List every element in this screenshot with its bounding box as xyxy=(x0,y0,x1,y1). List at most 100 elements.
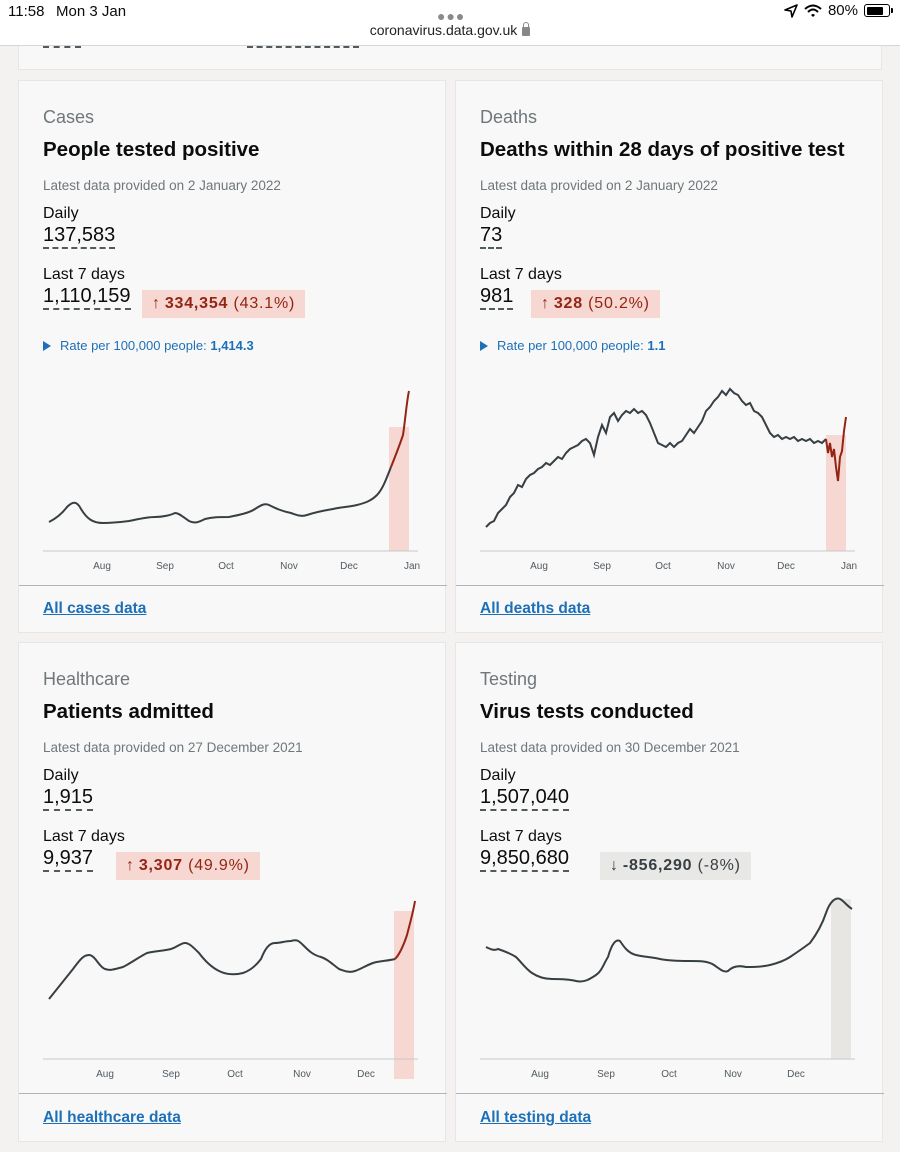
x-axis-ticks: Aug Sep Oct Nov Dec Jan xyxy=(93,561,420,572)
more-dots-icon[interactable]: ●●● xyxy=(437,8,466,24)
x-axis-ticks: Aug Sep Oct Nov Dec xyxy=(96,1069,375,1080)
tick-label: Dec xyxy=(340,561,358,572)
last-7-days-value[interactable]: 1,110,159 xyxy=(43,285,131,310)
tick-label: Oct xyxy=(218,561,234,572)
wifi-icon xyxy=(804,4,822,17)
testing-card: Testing Virus tests conducted Latest dat… xyxy=(455,642,884,1142)
battery-icon xyxy=(864,4,893,17)
latest-data-date: Latest data provided on 27 December 2021 xyxy=(43,740,303,755)
tick-label: Oct xyxy=(227,1069,243,1080)
url-text: coronavirus.data.gov.uk xyxy=(369,22,518,38)
last-7-days-value[interactable]: 981 xyxy=(480,285,514,310)
location-arrow-icon xyxy=(784,3,798,18)
card-category: Cases xyxy=(43,107,95,127)
tick-label: Nov xyxy=(717,561,735,572)
series-line xyxy=(48,466,392,525)
daily-value[interactable]: 73 xyxy=(480,224,503,249)
arrow-up-icon: ↑ xyxy=(126,857,135,874)
daily-value[interactable]: 137,583 xyxy=(43,224,116,249)
latest-data-date: Latest data provided on 2 January 2022 xyxy=(43,178,281,193)
tick-label: Nov xyxy=(724,1069,742,1080)
change-badge: ↑ 3,307 (49.9%) xyxy=(116,852,260,880)
address-bar[interactable]: coronavirus.data.gov.uk xyxy=(0,22,900,38)
change-badge: ↓ -856,290 (-8%) xyxy=(600,852,751,880)
card-category: Deaths xyxy=(480,107,538,127)
card-divider xyxy=(456,1093,884,1094)
tick-label: Jan xyxy=(404,561,420,572)
tick-label: Aug xyxy=(96,1069,114,1080)
card-title: Patients admitted xyxy=(43,700,214,723)
last-7-days-label: Last 7 days xyxy=(480,266,562,283)
tick-label: Sep xyxy=(597,1069,615,1080)
tick-label: Sep xyxy=(162,1069,180,1080)
last-7-days-label: Last 7 days xyxy=(43,828,125,845)
x-axis-ticks: Aug Sep Oct Nov Dec xyxy=(531,1069,805,1080)
change-value: 328 xyxy=(553,295,583,312)
tick-label: Jan xyxy=(841,561,857,572)
tick-label: Sep xyxy=(156,561,174,572)
tick-label: Aug xyxy=(530,561,548,572)
daily-label: Daily xyxy=(480,205,516,222)
rate-label: Rate per 100,000 people: xyxy=(60,338,207,353)
card-divider xyxy=(19,1093,447,1094)
change-badge: ↑ 334,354 (43.1%) xyxy=(142,290,306,318)
rate-label: Rate per 100,000 people: xyxy=(497,338,644,353)
series-line-highlight xyxy=(394,900,416,960)
daily-value[interactable]: 1,915 xyxy=(43,786,94,811)
expand-triangle-icon xyxy=(43,341,51,351)
all-deaths-data-link[interactable]: All deaths data xyxy=(480,600,591,617)
series-line-highlight xyxy=(390,390,410,468)
deaths-card: Deaths Deaths within 28 days of positive… xyxy=(455,80,884,633)
all-cases-data-link[interactable]: All cases data xyxy=(43,600,147,617)
tick-label: Nov xyxy=(280,561,298,572)
last-7-days-value[interactable]: 9,850,680 xyxy=(480,847,569,872)
cases-card: Cases People tested positive Latest data… xyxy=(18,80,447,633)
tick-label: Aug xyxy=(93,561,111,572)
daily-label: Daily xyxy=(480,767,516,784)
chart-highlight-range xyxy=(831,899,851,1059)
change-value: -856,290 xyxy=(622,857,693,874)
all-testing-data-link[interactable]: All testing data xyxy=(480,1109,592,1126)
chart-highlight-range xyxy=(826,435,846,551)
arrow-down-icon: ↓ xyxy=(610,857,619,874)
card-category: Healthcare xyxy=(43,669,131,689)
deaths-chart: Aug Sep Oct Nov Dec Jan xyxy=(480,387,857,572)
rate-toggle[interactable]: Rate per 100,000 people: 1,414.3 xyxy=(43,338,254,353)
status-time: 11:58 xyxy=(8,3,45,20)
status-indicators: 80% xyxy=(784,2,893,19)
change-value: 334,354 xyxy=(164,295,229,312)
status-bar: 11:58 Mon 3 Jan ●●● coronavirus.data.gov… xyxy=(0,0,900,46)
tick-label: Dec xyxy=(357,1069,375,1080)
tick-label: Oct xyxy=(655,561,671,572)
series-line xyxy=(485,387,827,528)
change-percent: (50.2%) xyxy=(588,295,650,312)
healthcare-chart: Aug Sep Oct Nov Dec xyxy=(43,900,418,1080)
tick-label: Oct xyxy=(661,1069,677,1080)
last-7-days-value[interactable]: 9,937 xyxy=(43,847,94,872)
daily-value[interactable]: 1,507,040 xyxy=(480,786,569,811)
arrow-up-icon: ↑ xyxy=(541,295,550,312)
card-title: People tested positive xyxy=(43,138,260,161)
daily-label: Daily xyxy=(43,205,79,222)
rate-toggle[interactable]: Rate per 100,000 people: 1.1 xyxy=(480,338,665,353)
battery-percent: 80% xyxy=(827,2,858,19)
card-title: Deaths within 28 days of positive test xyxy=(480,138,845,161)
card-divider xyxy=(19,585,447,586)
latest-data-date: Latest data provided on 30 December 2021 xyxy=(480,740,740,755)
previous-card-remnant xyxy=(18,46,882,70)
change-value: 3,307 xyxy=(138,857,183,874)
arrow-up-icon: ↑ xyxy=(152,295,161,312)
status-date: Mon 3 Jan xyxy=(56,3,127,20)
tick-label: Nov xyxy=(293,1069,311,1080)
x-axis-ticks: Aug Sep Oct Nov Dec Jan xyxy=(530,561,857,572)
expand-triangle-icon xyxy=(480,341,488,351)
testing-chart: Aug Sep Oct Nov Dec xyxy=(480,897,855,1080)
healthcare-card: Healthcare Patients admitted Latest data… xyxy=(18,642,447,1142)
tick-label: Dec xyxy=(787,1069,805,1080)
all-healthcare-data-link[interactable]: All healthcare data xyxy=(43,1109,181,1126)
change-percent: (49.9%) xyxy=(188,857,250,874)
card-divider xyxy=(456,585,884,586)
last-7-days-label: Last 7 days xyxy=(43,266,125,283)
change-badge: ↑ 328 (50.2%) xyxy=(531,290,660,318)
rate-value: 1,414.3 xyxy=(210,338,254,353)
